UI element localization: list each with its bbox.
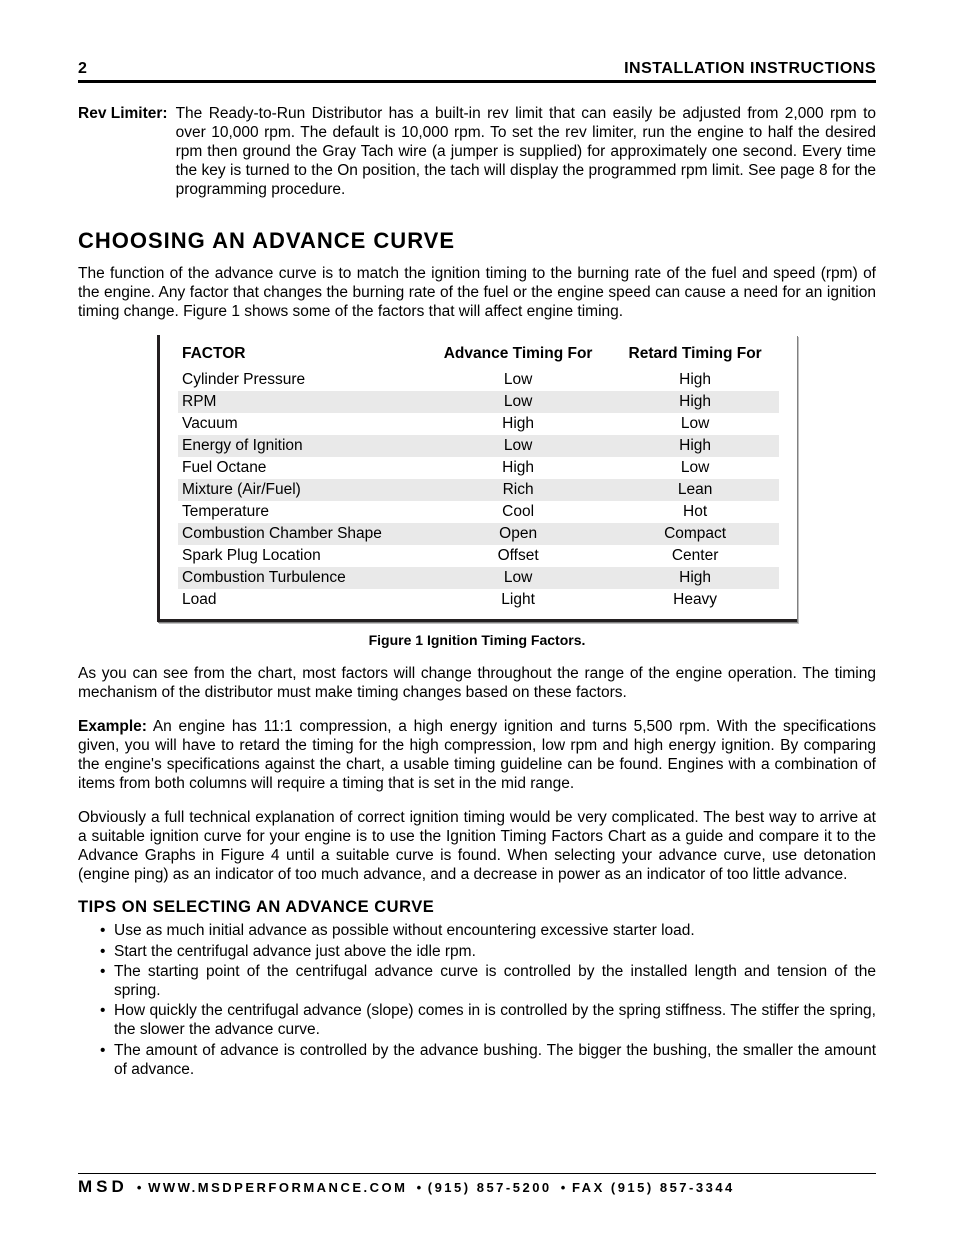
list-item: Use as much initial advance as possible …	[100, 921, 876, 940]
tips-heading: TIPS ON SELECTING AN ADVANCE CURVE	[78, 898, 876, 917]
obviously-paragraph: Obviously a full technical explanation o…	[78, 808, 876, 885]
cell-factor: Energy of Ignition	[178, 435, 425, 457]
cell-advance: Low	[425, 391, 611, 413]
footer-phone: (915) 857-5200	[428, 1180, 552, 1195]
table-row: TemperatureCoolHot	[178, 501, 779, 523]
cell-factor: Spark Plug Location	[178, 545, 425, 567]
header-bar: 2 INSTALLATION INSTRUCTIONS	[78, 60, 876, 83]
table-row: Combustion Chamber ShapeOpenCompact	[178, 523, 779, 545]
bullet-icon: •	[137, 1180, 145, 1195]
cell-advance: Light	[425, 589, 611, 611]
bullet-icon: •	[417, 1180, 425, 1195]
cell-retard: Low	[611, 413, 779, 435]
bullet-icon: •	[561, 1180, 569, 1195]
cell-retard: Heavy	[611, 589, 779, 611]
example-paragraph: Example: An engine has 11:1 compression,…	[78, 717, 876, 794]
after-table-paragraph: As you can see from the chart, most fact…	[78, 664, 876, 702]
footer: MSD • WWW.MSDPERFORMANCE.COM • (915) 857…	[78, 1173, 876, 1197]
cell-retard: High	[611, 391, 779, 413]
list-item: How quickly the centrifugal advance (slo…	[100, 1001, 876, 1039]
timing-factors-table: FACTOR Advance Timing For Retard Timing …	[157, 335, 797, 622]
tips-list: Use as much initial advance as possible …	[78, 921, 876, 1079]
table-row: Combustion TurbulenceLowHigh	[178, 567, 779, 589]
table-row: Cylinder PressureLowHigh	[178, 369, 779, 391]
cell-factor: Cylinder Pressure	[178, 369, 425, 391]
table-row: Mixture (Air/Fuel)RichLean	[178, 479, 779, 501]
cell-retard: Low	[611, 457, 779, 479]
cell-advance: Low	[425, 567, 611, 589]
cell-advance: High	[425, 457, 611, 479]
cell-factor: Temperature	[178, 501, 425, 523]
section-heading: CHOOSING AN ADVANCE CURVE	[78, 228, 876, 254]
cell-advance: Low	[425, 435, 611, 457]
cell-factor: Fuel Octane	[178, 457, 425, 479]
cell-advance: Low	[425, 369, 611, 391]
cell-retard: High	[611, 435, 779, 457]
table-header-row: FACTOR Advance Timing For Retard Timing …	[178, 343, 779, 369]
table-row: RPMLowHigh	[178, 391, 779, 413]
figure-caption: Figure 1 Ignition Timing Factors.	[78, 632, 876, 648]
cell-retard: Lean	[611, 479, 779, 501]
header-title: INSTALLATION INSTRUCTIONS	[624, 60, 876, 78]
cell-factor: RPM	[178, 391, 425, 413]
cell-factor: Combustion Chamber Shape	[178, 523, 425, 545]
cell-retard: High	[611, 369, 779, 391]
cell-retard: Compact	[611, 523, 779, 545]
table-row: Spark Plug LocationOffsetCenter	[178, 545, 779, 567]
cell-advance: Offset	[425, 545, 611, 567]
footer-fax: (915) 857-3344	[611, 1180, 735, 1195]
example-text: An engine has 11:1 compression, a high e…	[78, 718, 876, 793]
cell-retard: High	[611, 567, 779, 589]
table-row: LoadLightHeavy	[178, 589, 779, 611]
rev-limiter-text: The Ready-to-Run Distributor has a built…	[176, 105, 876, 200]
cell-factor: Combustion Turbulence	[178, 567, 425, 589]
col-header-retard: Retard Timing For	[611, 343, 779, 369]
footer-fax-label: FAX	[572, 1180, 605, 1195]
example-label: Example:	[78, 718, 147, 735]
table-row: VacuumHighLow	[178, 413, 779, 435]
rev-limiter-section: Rev Limiter: The Ready-to-Run Distributo…	[78, 105, 876, 200]
cell-advance: Rich	[425, 479, 611, 501]
col-header-factor: FACTOR	[178, 343, 425, 369]
cell-factor: Mixture (Air/Fuel)	[178, 479, 425, 501]
footer-url: WWW.MSDPERFORMANCE.COM	[148, 1180, 407, 1195]
cell-advance: High	[425, 413, 611, 435]
page-content: 2 INSTALLATION INSTRUCTIONS Rev Limiter:…	[0, 0, 954, 1120]
footer-brand: MSD	[78, 1177, 128, 1196]
cell-retard: Center	[611, 545, 779, 567]
cell-factor: Vacuum	[178, 413, 425, 435]
intro-paragraph: The function of the advance curve is to …	[78, 264, 876, 322]
list-item: The amount of advance is controlled by t…	[100, 1041, 876, 1079]
table-row: Energy of IgnitionLowHigh	[178, 435, 779, 457]
list-item: The starting point of the centrifugal ad…	[100, 962, 876, 1000]
rev-limiter-label: Rev Limiter:	[78, 105, 168, 200]
table-row: Fuel OctaneHighLow	[178, 457, 779, 479]
list-item: Start the centrifugal advance just above…	[100, 942, 876, 961]
cell-factor: Load	[178, 589, 425, 611]
cell-advance: Cool	[425, 501, 611, 523]
cell-advance: Open	[425, 523, 611, 545]
cell-retard: Hot	[611, 501, 779, 523]
col-header-advance: Advance Timing For	[425, 343, 611, 369]
page-number: 2	[78, 60, 88, 78]
